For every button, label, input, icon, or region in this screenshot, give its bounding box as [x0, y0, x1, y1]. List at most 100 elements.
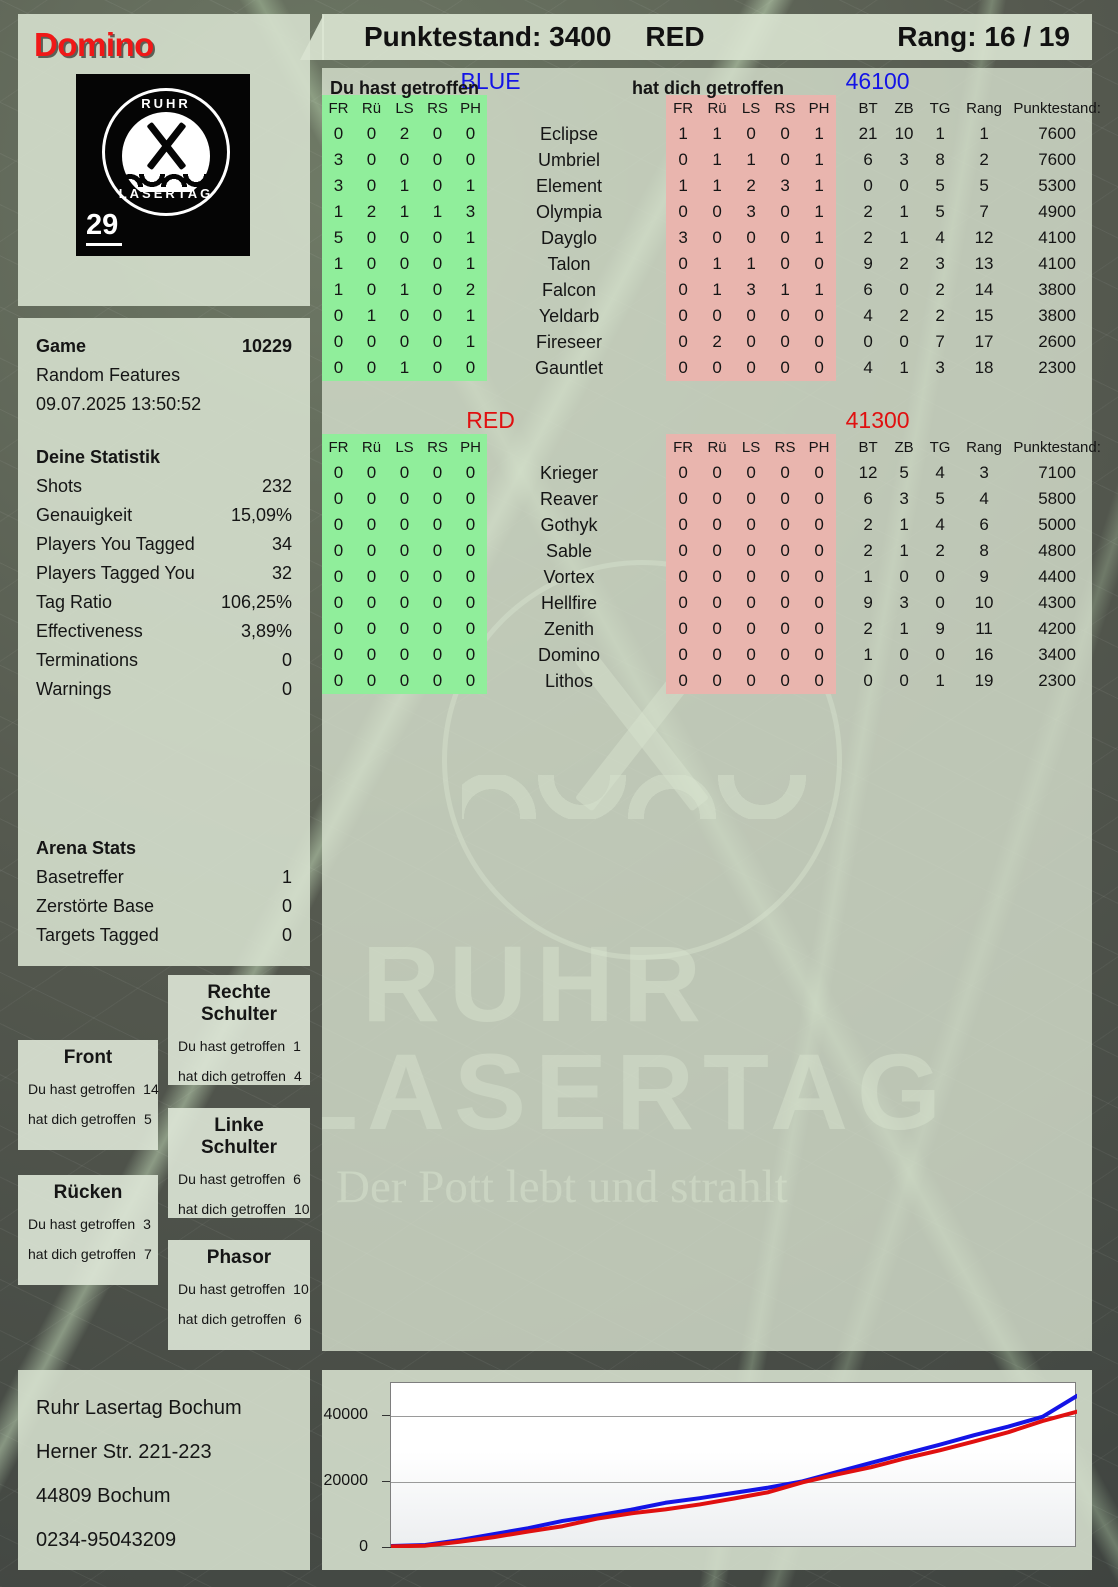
- game-mode: Random Features: [36, 365, 181, 385]
- table-row[interactable]: 0 0 0 0 0 Lithos 0 0 0 0 0 0 0 1 19 2300: [322, 668, 1114, 694]
- table-row[interactable]: 0 1 0 0 1 Yeldarb 0 0 0 0 0 4 2 2 15 3800: [322, 303, 1114, 329]
- zb-value: 3: [899, 150, 909, 169]
- score-progression-chart: 0 20000 40000: [322, 1370, 1092, 1570]
- bt-value: 12: [858, 463, 878, 482]
- you-hit-value: 0: [355, 147, 388, 173]
- logo-text-top: RUHR: [141, 96, 191, 111]
- rang-value: 16: [974, 645, 994, 664]
- table-row[interactable]: 3 0 0 0 0 Umbriel 0 1 1 0 1 6 3 8 2 7600: [322, 147, 1114, 173]
- you-hit-value: 0: [421, 303, 454, 329]
- y-axis-tickmark: [382, 1481, 391, 1482]
- spacer-cell: [322, 381, 1114, 407]
- hit-you-value: 0: [700, 355, 735, 381]
- player-name-cell: Zenith: [544, 618, 595, 639]
- you-hit-value: 1: [388, 355, 421, 381]
- bodypart-title: Phasor: [206, 1247, 272, 1268]
- hit-you-value: 0: [666, 486, 701, 512]
- you-hit-value: 1: [388, 199, 421, 225]
- you-hit-value: 1: [293, 1038, 301, 1054]
- you-hit-value: 0: [322, 616, 355, 642]
- spacer-cell: [836, 616, 850, 642]
- you-hit-value: 1: [322, 277, 355, 303]
- hit-you-value: 0: [700, 486, 735, 512]
- you-hit-value: 0: [388, 329, 421, 355]
- rang-value: 1: [979, 124, 989, 143]
- you-hit-value: 0: [421, 121, 454, 147]
- hit-you-value: 0: [802, 486, 837, 512]
- table-row[interactable]: 0 0 0 0 0 Gothyk 0 0 0 0 0 2 1 4 6 5000: [322, 512, 1114, 538]
- zb-value: 1: [899, 541, 909, 560]
- hit-you-value: 3: [768, 173, 803, 199]
- spacer-cell: [487, 512, 499, 538]
- rang-value: 9: [979, 567, 989, 586]
- you-hit-value: 0: [388, 486, 421, 512]
- table-row[interactable]: 0 0 0 0 0 Krieger 0 0 0 0 0 12 5 4 3 7100: [322, 460, 1114, 486]
- you-hit-value: 3: [143, 1216, 151, 1232]
- chart-series: [391, 1393, 1077, 1548]
- table-row[interactable]: 0 0 2 0 0 Eclipse 1 1 0 0 1 21 10 1 1 7600: [322, 121, 1114, 147]
- stat-value: 0: [281, 896, 292, 916]
- table-row[interactable]: 1 0 1 0 2 Falcon 0 1 3 1 1 6 0 2 14 3800: [322, 277, 1114, 303]
- bt-value: 6: [863, 489, 873, 508]
- zb-value: 0: [899, 671, 909, 690]
- spacer-cell: [836, 564, 850, 590]
- spacer-cell: [487, 303, 499, 329]
- spacer-cell: [836, 329, 850, 355]
- game-row: Game 10229: [36, 332, 292, 361]
- tg-value: 9: [935, 619, 945, 638]
- hit-you-value: 0: [734, 590, 769, 616]
- table-row[interactable]: 0 0 0 0 0 Hellfire 0 0 0 0 0 9 3 0 10 4300: [322, 590, 1114, 616]
- zb-value: 0: [899, 332, 909, 351]
- hit-you-value: 0: [768, 225, 803, 251]
- table-row[interactable]: 0 0 0 0 0 Sable 0 0 0 0 0 2 1 2 8 4800: [322, 538, 1114, 564]
- spacer-cell: [836, 121, 850, 147]
- col-header-score: Punktestand:: [1013, 99, 1101, 117]
- table-row[interactable]: 0 0 1 0 0 Gauntlet 0 0 0 0 0 4 1 3 18 2300: [322, 355, 1114, 381]
- zb-value: 1: [899, 619, 909, 638]
- tg-value: 2: [935, 280, 945, 299]
- header-score: Punktestand: 3400: [364, 21, 612, 52]
- spacer-cell: [487, 564, 499, 590]
- spacer-cell: [487, 355, 499, 381]
- you-hit-value: 0: [388, 590, 421, 616]
- hit-you-value: 0: [768, 303, 803, 329]
- rang-value: 12: [974, 228, 994, 247]
- table-row[interactable]: 1 0 0 0 1 Talon 0 1 1 0 0 9 2 3 13 4100: [322, 251, 1114, 277]
- stat-label: Genauigkeit: [36, 505, 133, 525]
- table-row[interactable]: 0 0 0 0 1 Fireseer 0 2 0 0 0 0 0 7 17 2600: [322, 329, 1114, 355]
- bt-value: 2: [863, 202, 873, 221]
- spacer-cell: [651, 225, 666, 251]
- table-row[interactable]: 5 0 0 0 1 Dayglo 3 0 0 0 1 2 1 4 12 4100: [322, 225, 1114, 251]
- spacer-cell: [836, 199, 850, 225]
- stat-row: Terminations 0: [36, 646, 292, 675]
- col-header-them: RS: [768, 95, 803, 121]
- bodypart-you-hit-row: Du hast getroffen 3: [28, 1209, 151, 1239]
- spacer-cell: [836, 642, 850, 668]
- bodypart-rechte-schulter: Rechte Schulter Du hast getroffen 1 hat …: [168, 975, 310, 1085]
- player-name-cell: Krieger: [540, 462, 599, 483]
- stat-label: Warnings: [36, 679, 112, 699]
- game-datetime: 09.07.2025 13:50:52: [36, 394, 202, 414]
- table-row[interactable]: 3 0 1 0 1 Element 1 1 2 3 1 0 0 5 5 5300: [322, 173, 1114, 199]
- table-row[interactable]: 0 0 0 0 0 Vortex 0 0 0 0 0 1 0 0 9 4400: [322, 564, 1114, 590]
- bt-value: 21: [858, 124, 878, 143]
- you-hit-value: 0: [322, 642, 355, 668]
- you-hit-value: 0: [388, 512, 421, 538]
- stat-value: 0: [281, 925, 292, 945]
- hit-you-value: 0: [734, 642, 769, 668]
- you-hit-value: 0: [322, 460, 355, 486]
- bodypart-hit-you-row: hat dich getroffen 6: [178, 1304, 302, 1334]
- col-header-you: LS: [388, 95, 421, 121]
- hit-you-value: 0: [700, 538, 735, 564]
- hit-you-value: 1: [734, 251, 769, 277]
- col-header-tail: ZB: [894, 99, 914, 117]
- table-row[interactable]: 0 0 0 0 0 Reaver 0 0 0 0 0 6 3 5 4 5800: [322, 486, 1114, 512]
- bt-value: 1: [863, 567, 873, 586]
- table-row[interactable]: 1 2 1 1 3 Olympia 0 0 3 0 1 2 1 5 7 4900: [322, 199, 1114, 225]
- table-row[interactable]: 0 0 0 0 0 Domino 0 0 0 0 0 1 0 0 16 3400: [322, 642, 1114, 668]
- score-value: 4900: [1038, 202, 1077, 221]
- table-row[interactable]: 0 0 0 0 0 Zenith 0 0 0 0 0 2 1 9 11 4200: [322, 616, 1114, 642]
- spacer-cell: [836, 434, 850, 460]
- you-hit-value: 0: [421, 225, 454, 251]
- logo-wave-icon: [122, 174, 210, 187]
